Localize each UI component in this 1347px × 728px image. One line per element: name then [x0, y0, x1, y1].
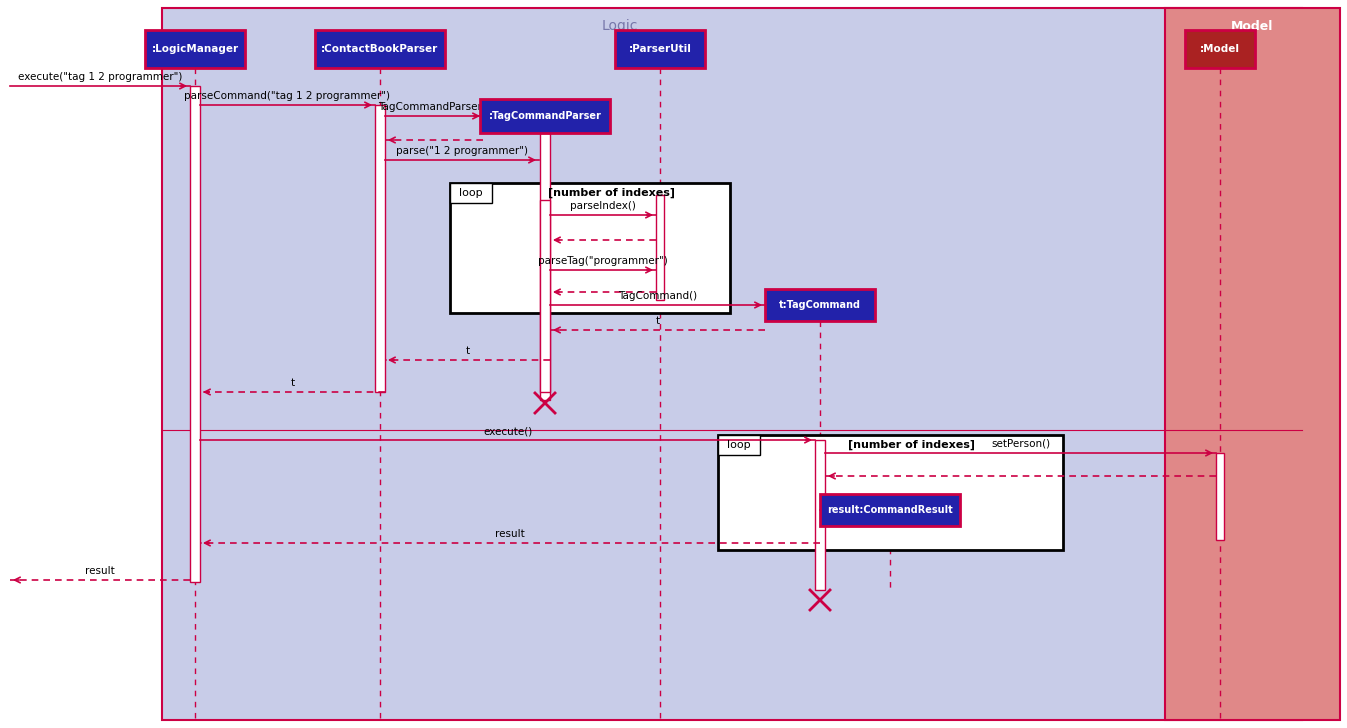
Text: parseTag("programmer"): parseTag("programmer"): [537, 256, 668, 266]
Text: TagCommand(): TagCommand(): [618, 291, 696, 301]
Bar: [540, 133, 550, 400]
Text: Model: Model: [1231, 20, 1273, 33]
Text: [number of indexes]: [number of indexes]: [849, 440, 975, 450]
Text: setPerson(): setPerson(): [991, 439, 1051, 449]
Bar: [374, 105, 385, 392]
Bar: [718, 435, 1063, 550]
Bar: [815, 440, 824, 590]
Bar: [616, 30, 704, 68]
Text: :LogicManager: :LogicManager: [151, 44, 238, 54]
Text: TagCommandParser(): TagCommandParser(): [379, 102, 490, 112]
Bar: [480, 99, 610, 133]
Text: t:TagCommand: t:TagCommand: [779, 300, 861, 310]
Text: :Model: :Model: [1200, 44, 1241, 54]
Text: result: result: [85, 566, 114, 576]
Bar: [820, 494, 960, 526]
Text: execute("tag 1 2 programmer"): execute("tag 1 2 programmer"): [18, 72, 182, 82]
Text: :TagCommandParser: :TagCommandParser: [489, 111, 602, 121]
Bar: [656, 195, 664, 300]
Text: :ContactBookParser: :ContactBookParser: [322, 44, 439, 54]
Bar: [540, 200, 550, 392]
Text: parse("1 2 programmer"): parse("1 2 programmer"): [396, 146, 528, 156]
Bar: [718, 435, 760, 455]
Text: loop: loop: [459, 188, 482, 198]
Bar: [190, 86, 199, 582]
Bar: [1185, 30, 1255, 68]
Bar: [162, 8, 1303, 720]
Bar: [315, 30, 445, 68]
Text: parseIndex(): parseIndex(): [570, 201, 636, 211]
Text: Logic: Logic: [602, 19, 638, 33]
Text: t: t: [466, 346, 470, 356]
Text: :ParserUtil: :ParserUtil: [629, 44, 691, 54]
Text: parseCommand("tag 1 2 programmer"): parseCommand("tag 1 2 programmer"): [185, 91, 391, 101]
Text: [number of indexes]: [number of indexes]: [547, 188, 675, 198]
Text: execute(): execute(): [482, 426, 532, 436]
Bar: [450, 183, 492, 203]
Text: t: t: [656, 316, 660, 326]
Text: result:CommandResult: result:CommandResult: [827, 505, 952, 515]
Bar: [1216, 453, 1224, 540]
Bar: [450, 183, 730, 313]
Bar: [765, 289, 876, 321]
Text: loop: loop: [727, 440, 750, 450]
Bar: [1165, 8, 1340, 720]
Text: t: t: [291, 378, 295, 388]
Text: result: result: [496, 529, 525, 539]
Bar: [145, 30, 245, 68]
